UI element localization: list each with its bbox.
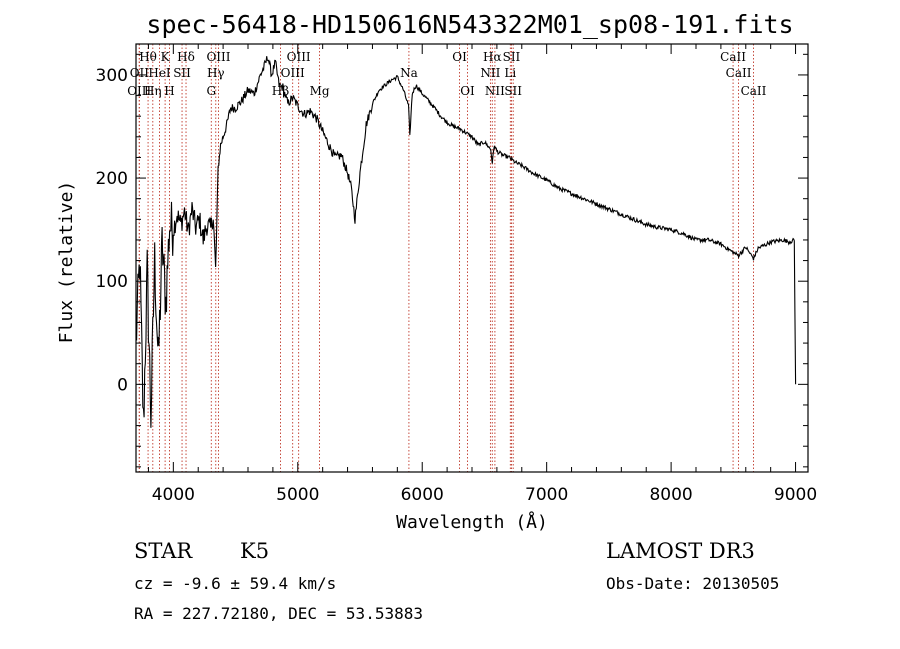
object-subclass: K5 (240, 539, 270, 563)
plot-frame (135, 43, 809, 473)
line-label: G (206, 84, 216, 98)
line-label: CaII (741, 84, 767, 98)
line-label: Hδ (177, 50, 195, 64)
line-label: Mg (310, 84, 330, 98)
line-label: Li (504, 66, 516, 80)
x-tick-label: 4000 (152, 485, 195, 505)
object-class: STAR (134, 539, 193, 563)
spectrum-line (135, 56, 797, 428)
line-label: HeI (148, 66, 171, 80)
x-tick-label: 9000 (774, 485, 817, 505)
line-label: SII (504, 84, 522, 98)
line-label: NII (480, 66, 500, 80)
line-label: OIII (127, 84, 151, 98)
line-label: NII (485, 84, 505, 98)
x-axis-label: Wavelength (Å) (396, 511, 548, 533)
spectrum-chart: spec-56418-HD150616N543322M01_sp08-191.f… (56, 10, 817, 533)
line-label: Hγ (207, 66, 225, 80)
x-tick-label: 5000 (276, 485, 319, 505)
y-tick-label: 100 (96, 272, 128, 292)
axis-ticks: 4000 5000 6000 7000 8000 9000 0 100 200 300 (96, 44, 817, 505)
line-label: OI (460, 84, 475, 98)
x-tick-label: 6000 (401, 485, 444, 505)
line-label: Hθ (139, 50, 157, 64)
line-label: Na (400, 66, 418, 80)
x-tick-label: 8000 (649, 485, 692, 505)
line-label: CaII (726, 66, 752, 80)
line-label: CaII (720, 50, 746, 64)
y-axis-label: Flux (relative) (56, 181, 77, 344)
y-tick-label: 200 (96, 169, 128, 189)
survey-name: LAMOST DR3 (606, 539, 755, 563)
ra-dec: RA = 227.72180, DEC = 53.53883 (134, 604, 423, 623)
redshift-cz: cz = -9.6 ± 59.4 km/s (134, 574, 337, 593)
line-label: SII (503, 50, 521, 64)
line-label: OIII (287, 50, 311, 64)
line-label: SII (173, 66, 191, 80)
line-label: OIII (281, 66, 305, 80)
line-label: OII (130, 66, 150, 80)
line-label: OI (452, 50, 467, 64)
line-label: Hη (144, 84, 162, 98)
observation-date: Obs-Date: 20130505 (606, 574, 780, 593)
spectral-line-markers (138, 44, 754, 472)
line-label: K (161, 50, 171, 64)
line-label: H (164, 84, 174, 98)
y-tick-label: 0 (117, 375, 128, 395)
y-tick-label: 300 (96, 66, 128, 86)
x-tick-label: 7000 (525, 485, 568, 505)
line-label: OIII (206, 50, 230, 64)
chart-title: spec-56418-HD150616N543322M01_sp08-191.f… (146, 10, 793, 39)
line-label: Hα (483, 50, 502, 64)
